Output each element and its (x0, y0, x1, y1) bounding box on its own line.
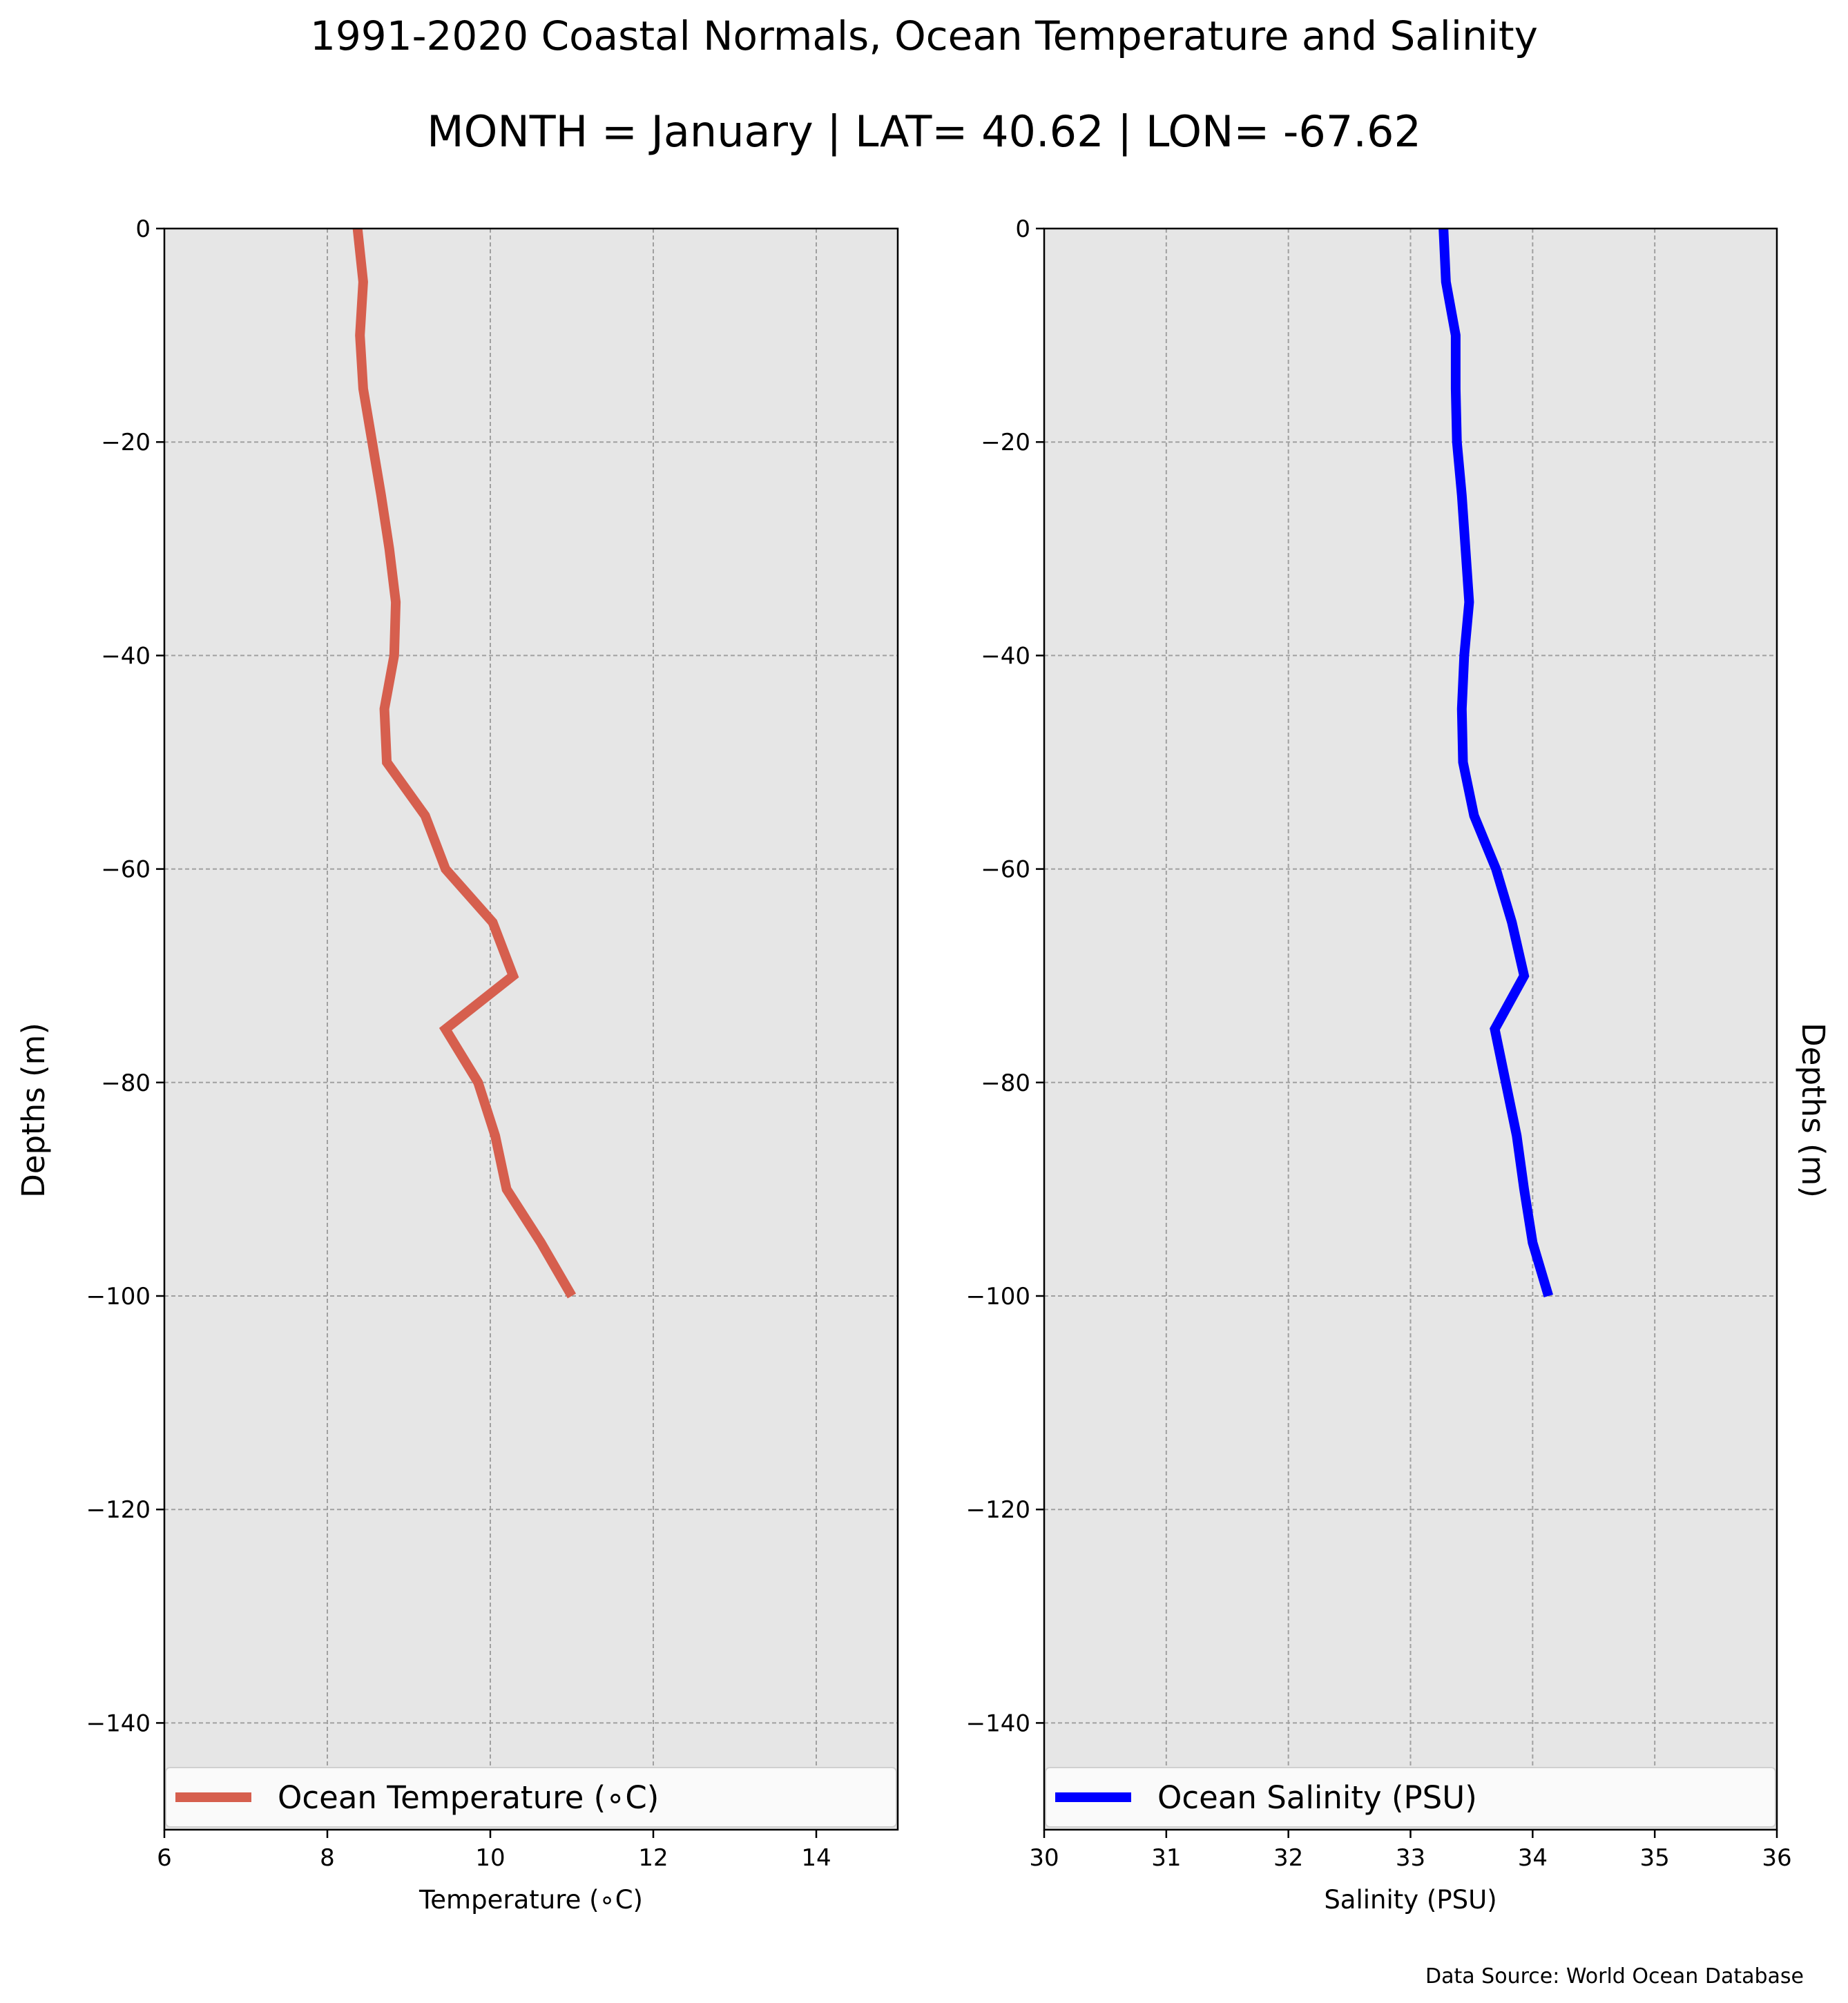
salinity-y-tick-label: −100 (966, 1283, 1030, 1310)
temperature-x-tick-label: 8 (320, 1844, 335, 1872)
temperature-axes-frame (163, 227, 899, 1831)
salinity-y-tick-label: −20 (981, 429, 1030, 456)
right-y-axis-label: Depths (m) (1795, 1023, 1831, 1198)
temperature-y-tick-label: −20 (101, 429, 151, 456)
salinity-legend (1045, 1767, 1776, 1828)
salinity-y-tick-label: 0 (1015, 215, 1030, 243)
temperature-legend-label: Ocean Temperature (∘C) (278, 1779, 659, 1816)
temperature-x-tick-label: 6 (157, 1844, 172, 1872)
salinity-y-tick-label: −60 (981, 856, 1030, 884)
salinity-x-tick-label: 30 (1029, 1844, 1059, 1872)
salinity-x-axis-label: Salinity (PSU) (1324, 1885, 1496, 1915)
temperature-y-tick-label: −60 (101, 856, 151, 884)
salinity-series-line (1438, 228, 1554, 1297)
temperature-legend (165, 1767, 897, 1828)
salinity-x-tick-label: 36 (1762, 1844, 1791, 1872)
salinity-panel: Ocean Salinity (PSU) 0 −20 −40 −60 −80 −100 −12… (966, 215, 1792, 1915)
temperature-x-axis-label: Temperature (∘C) (418, 1885, 643, 1915)
salinity-x-tick-label: 31 (1151, 1844, 1181, 1872)
temperature-x-tick-label: 12 (638, 1844, 668, 1872)
salinity-y-tick-label: −120 (966, 1496, 1030, 1524)
temperature-y-tick-label: −80 (101, 1070, 151, 1097)
temperature-x-tick-label: 14 (801, 1844, 831, 1872)
temperature-x-tick-label: 10 (475, 1844, 505, 1872)
temperature-series-line (352, 228, 577, 1299)
temperature-y-tick-label: −140 (86, 1710, 151, 1737)
salinity-x-tick-label: 33 (1396, 1844, 1425, 1872)
temperature-panel: Ocean Temperature (∘C) 0 −20 −40 −60 −80 −100 −… (86, 215, 899, 1915)
left-y-axis-label: Depths (m) (15, 1023, 52, 1198)
salinity-y-tick-label: −40 (981, 642, 1030, 670)
temperature-y-tick-label: −100 (86, 1283, 151, 1310)
salinity-legend-label: Ocean Salinity (PSU) (1157, 1779, 1477, 1816)
chart-subtitle: MONTH = January | LAT= 40.62 | LON= -67.… (427, 106, 1421, 157)
salinity-x-tick-label: 34 (1518, 1844, 1548, 1872)
salinity-y-tick-label: −80 (981, 1070, 1030, 1097)
temperature-y-tick-label: −120 (86, 1496, 151, 1524)
salinity-x-tick-label: 32 (1273, 1844, 1303, 1872)
chart-title: 1991-2020 Coastal Normals, Ocean Tempera… (310, 12, 1538, 59)
data-source-note: Data Source: World Ocean Database (1425, 1964, 1804, 1989)
temperature-y-tick-label: −40 (101, 642, 151, 670)
salinity-y-tick-label: −140 (966, 1710, 1030, 1737)
temperature-plot-area (164, 229, 898, 1830)
salinity-x-tick-label: 35 (1640, 1844, 1670, 1872)
temperature-y-tick-label: 0 (135, 215, 151, 243)
